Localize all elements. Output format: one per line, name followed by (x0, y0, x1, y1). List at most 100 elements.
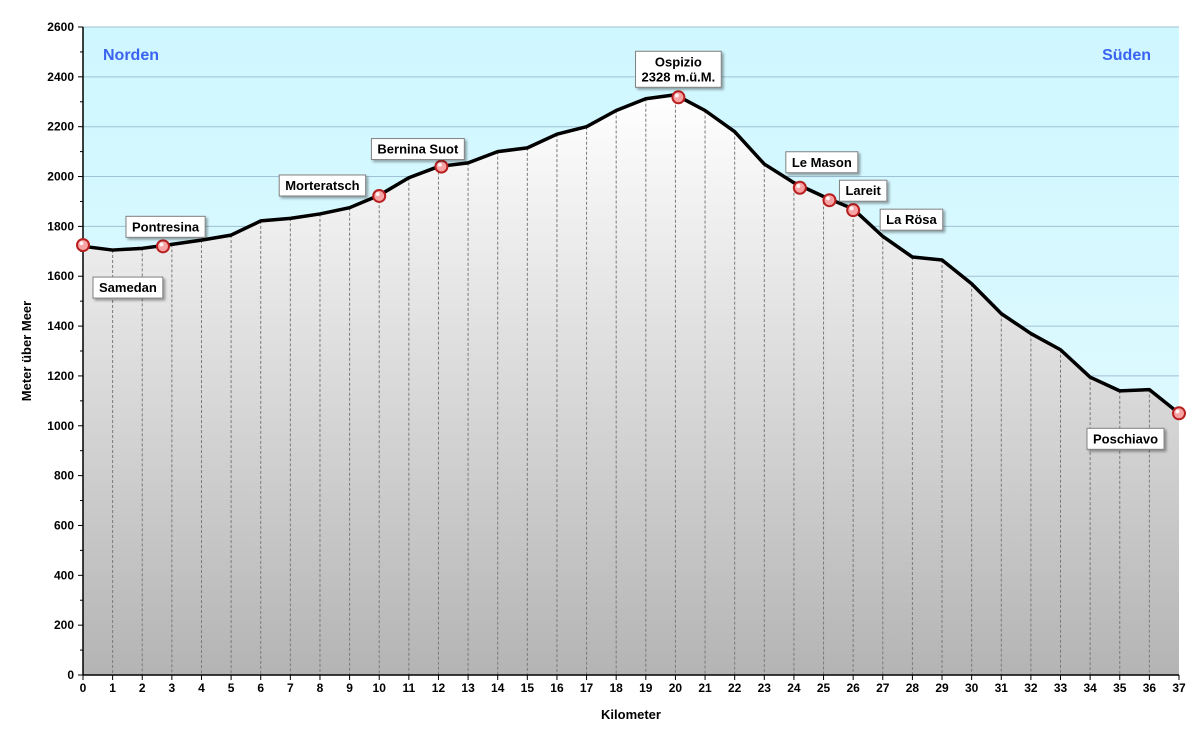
x-tick-label: 21 (698, 681, 712, 695)
x-tick-label: 31 (995, 681, 1009, 695)
x-tick-label: 19 (639, 681, 653, 695)
station-label-box (635, 50, 722, 88)
y-tick-label: 2600 (47, 20, 74, 34)
x-axis-title: Kilometer (601, 707, 661, 722)
station-label-box (838, 179, 888, 202)
y-tick-label: 2400 (47, 70, 74, 84)
station-marker (1172, 406, 1186, 421)
x-tick-label: 29 (935, 681, 949, 695)
station-marker (372, 188, 387, 203)
station-label-text: Lareit (845, 183, 881, 198)
x-tick-label: 27 (876, 681, 890, 695)
station-marker-highlight (79, 241, 84, 246)
y-tick-label: 2000 (47, 170, 74, 184)
x-tick-label: 34 (1083, 681, 1097, 695)
station-marker (76, 238, 90, 253)
station-marker (671, 90, 686, 105)
x-tick-label: 16 (550, 681, 564, 695)
x-tick-label: 24 (787, 681, 801, 695)
station-marker-highlight (375, 192, 380, 197)
x-tick-label: 18 (610, 681, 624, 695)
station-marker-highlight (825, 196, 830, 201)
station-label: Samedan (92, 276, 164, 299)
x-tick-label: 25 (817, 681, 831, 695)
x-tick-label: 17 (580, 681, 594, 695)
x-tick-label: 32 (1024, 681, 1038, 695)
x-tick-label: 28 (906, 681, 920, 695)
y-tick-label: 1400 (47, 319, 74, 333)
x-tick-label: 26 (846, 681, 860, 695)
station-label-text: Le Mason (792, 155, 852, 170)
elevation-line (82, 93, 1181, 415)
x-tick-label: 8 (317, 681, 324, 695)
station-label: Bernina Suot (370, 138, 465, 161)
station-label: Morteratsch (278, 174, 367, 197)
x-tick-label: 36 (1143, 681, 1157, 695)
x-tick-label: 20 (669, 681, 683, 695)
station-label-text: Poschiavo (1093, 431, 1158, 446)
x-tick-label: 15 (521, 681, 535, 695)
x-tick-label: 3 (169, 681, 176, 695)
x-tick-label: 6 (257, 681, 264, 695)
station-marker (155, 239, 170, 254)
y-tick-label: 400 (54, 568, 74, 582)
station-marker-highlight (1175, 409, 1180, 414)
corner-label-north: Norden (103, 47, 159, 64)
x-tick-label: 1 (109, 681, 116, 695)
station-label-box (785, 151, 859, 174)
station-label: Pontresina (125, 215, 206, 238)
x-tick-label: 30 (965, 681, 979, 695)
x-tick-label: 22 (728, 681, 742, 695)
station-marker (822, 193, 837, 208)
station-label: Lareit (838, 179, 888, 202)
station-marker (434, 159, 449, 174)
x-tick-label: 0 (80, 681, 87, 695)
station-label-text: Morteratsch (285, 178, 359, 193)
station-marker-highlight (796, 183, 801, 188)
x-tick-label: 37 (1172, 681, 1186, 695)
y-tick-label: 1600 (47, 269, 74, 283)
x-tick-label: 2 (139, 681, 146, 695)
y-tick-label: 600 (54, 518, 74, 532)
station-marker-highlight (849, 206, 854, 211)
station-label-box (879, 208, 944, 231)
station-label-text: 2328 m.ü.M. (642, 69, 716, 84)
station-marker-highlight (159, 242, 164, 247)
y-tick-label: 1200 (47, 369, 74, 383)
x-tick-label: 23 (758, 681, 772, 695)
station-label-text: Ospizio (655, 54, 702, 69)
y-tick-label: 1800 (47, 219, 74, 233)
station-label-box (370, 138, 465, 161)
x-tick-label: 7 (287, 681, 294, 695)
y-tick-label: 2200 (47, 120, 74, 134)
x-tick-label: 11 (402, 681, 415, 695)
y-tick-label: 1000 (47, 419, 74, 433)
x-tick-label: 5 (228, 681, 235, 695)
station-marker-highlight (437, 162, 442, 167)
station-label-box (278, 174, 367, 197)
station-marker-highlight (674, 93, 679, 98)
x-tick-label: 10 (373, 681, 387, 695)
terrain-area (83, 94, 1179, 675)
station-label-box (125, 215, 206, 238)
x-tick-label: 12 (432, 681, 446, 695)
station-label-box (92, 276, 164, 299)
station-label: Poschiavo (1086, 427, 1165, 450)
station-label-box (1086, 427, 1165, 450)
corner-label-south: Süden (1102, 47, 1151, 64)
x-tick-label: 35 (1113, 681, 1127, 695)
y-axis-title: Meter über Meer (19, 301, 34, 401)
x-tick-label: 14 (491, 681, 505, 695)
station-marker (846, 203, 861, 218)
station-label-text: La Rösa (886, 212, 937, 227)
station-label: La Rösa (879, 208, 944, 231)
y-tick-label: 200 (54, 618, 74, 632)
station-label-text: Pontresina (132, 219, 200, 234)
y-tick-label: 0 (67, 668, 74, 682)
x-tick-label: 13 (461, 681, 475, 695)
x-tick-label: 33 (1054, 681, 1068, 695)
station-label-text: Bernina Suot (377, 142, 459, 157)
